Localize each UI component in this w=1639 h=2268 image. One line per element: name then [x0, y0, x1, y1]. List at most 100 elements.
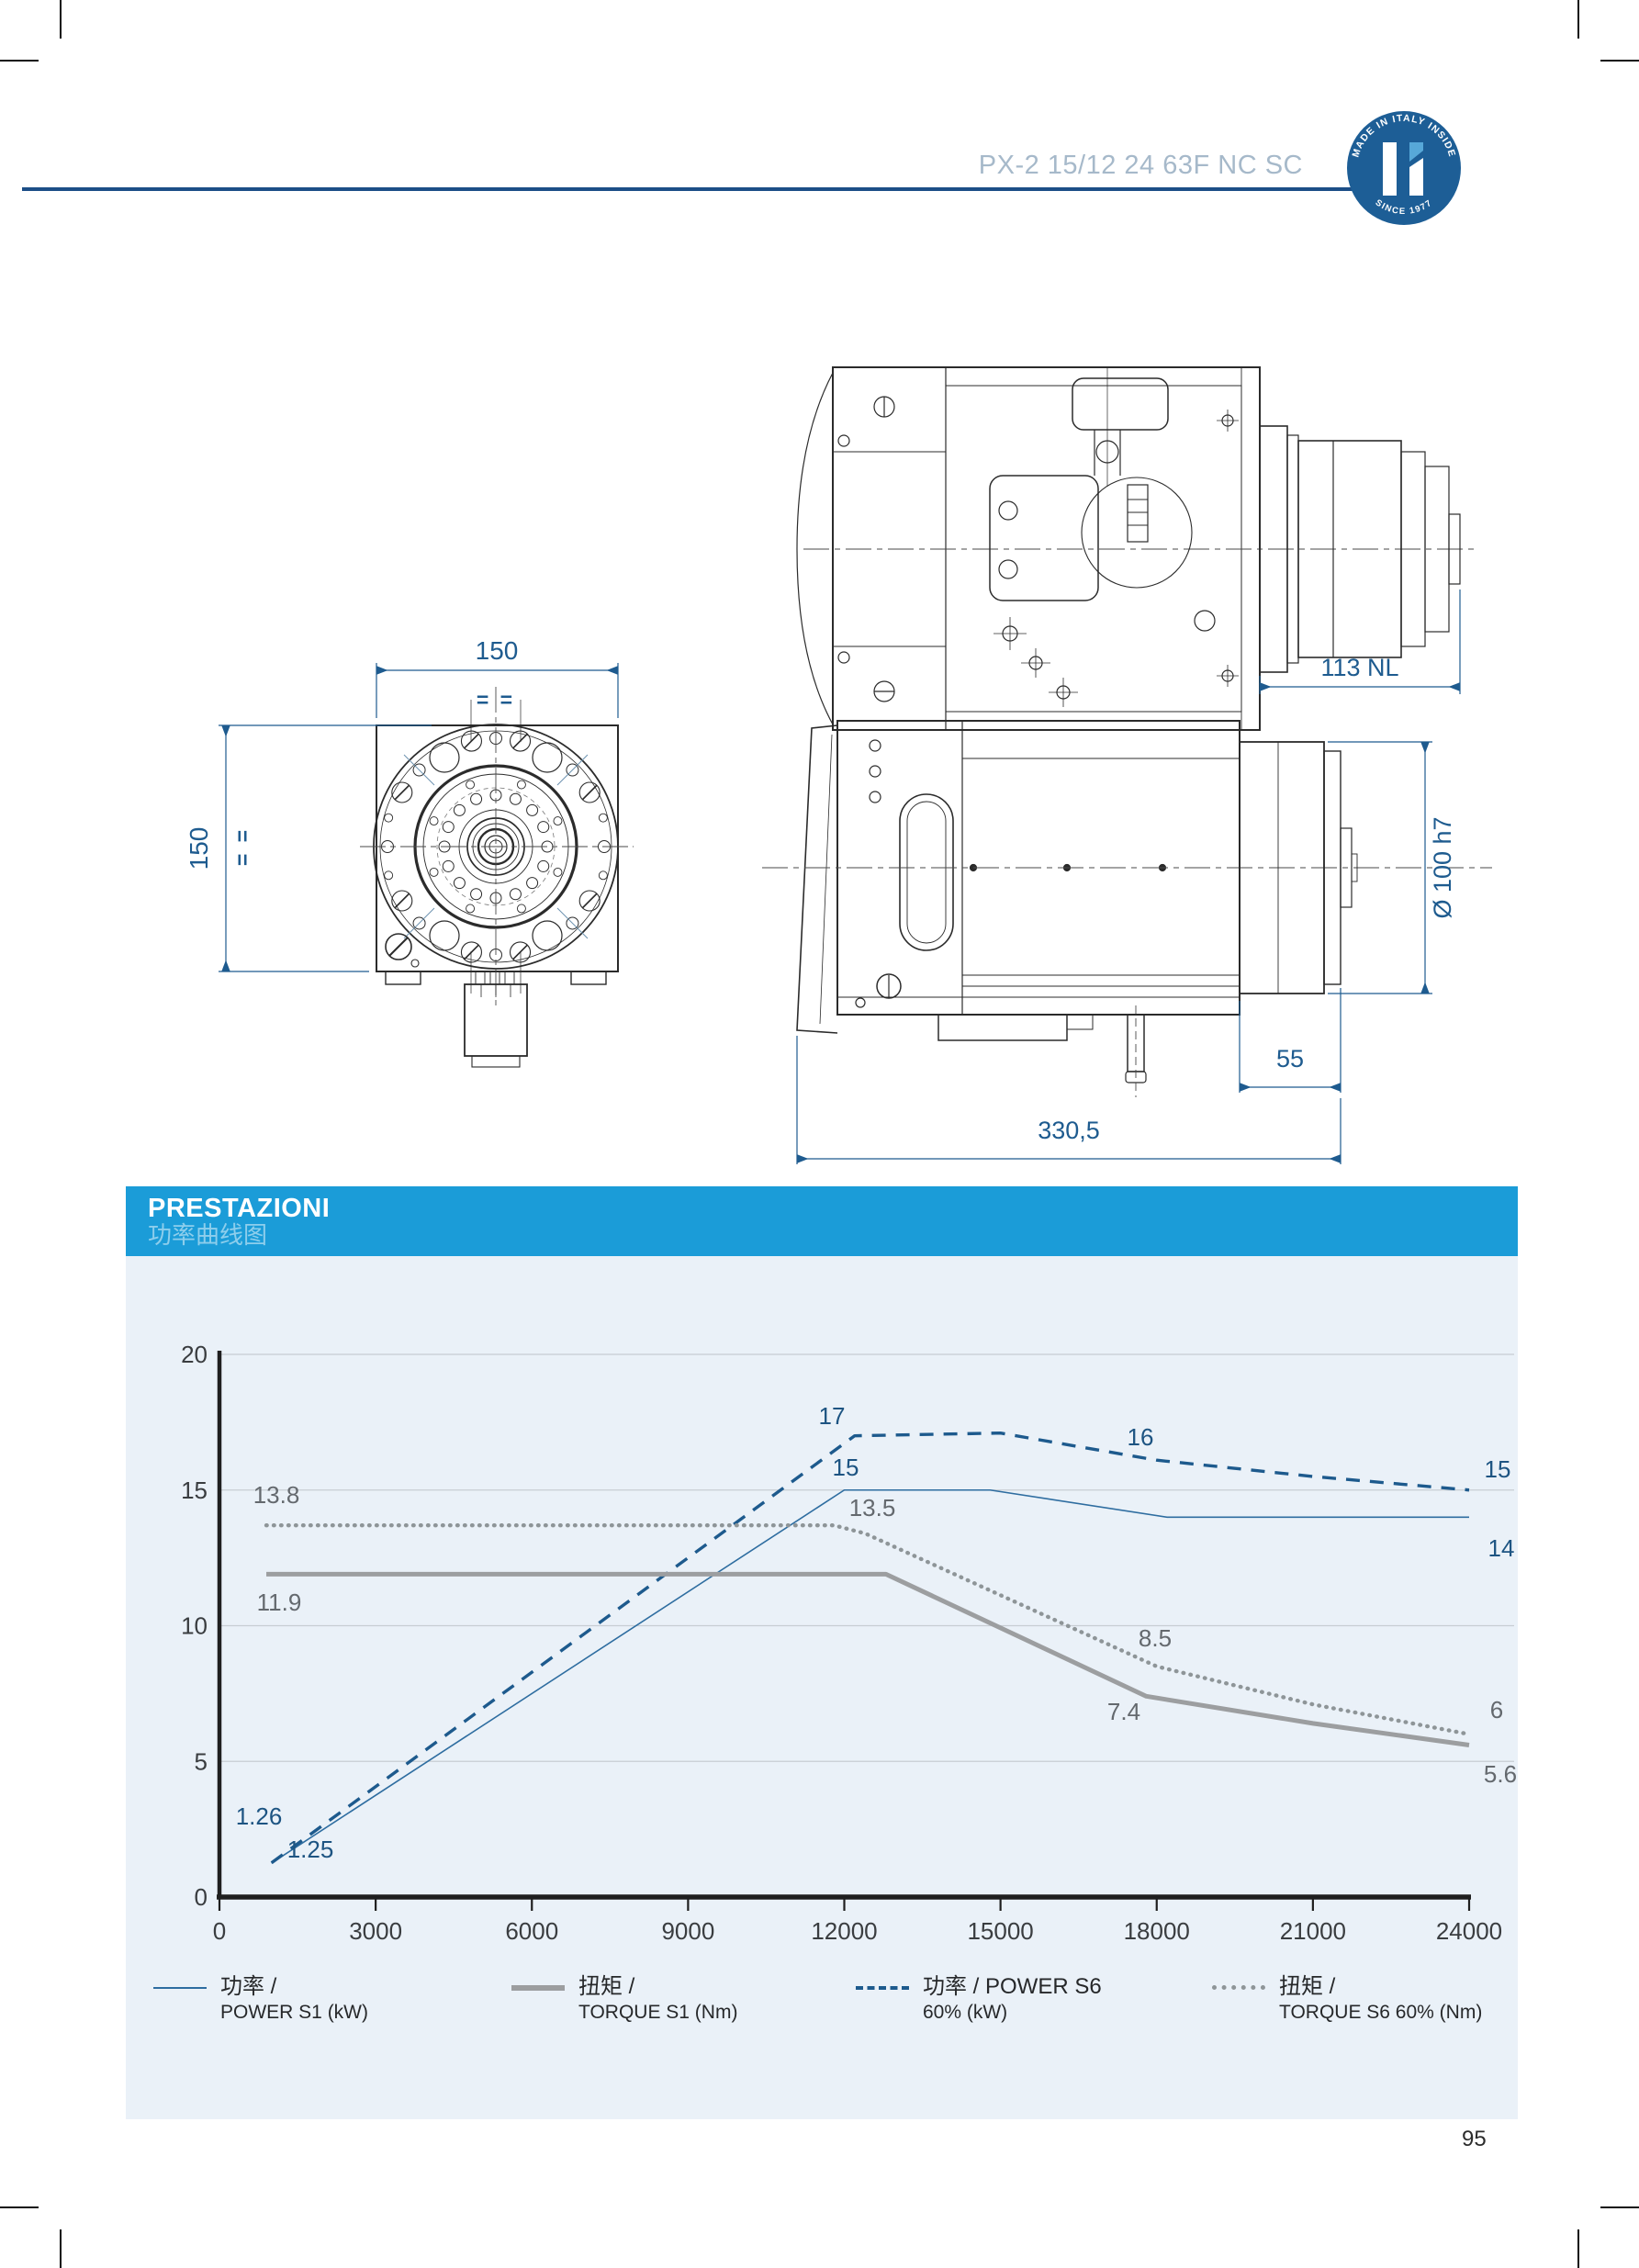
screw-slot [511, 944, 529, 960]
bolt-hole [489, 949, 502, 961]
bolt-hole [578, 781, 601, 803]
legend-swatch-power-s1 [153, 1987, 207, 1989]
crop-mark [1600, 60, 1639, 62]
bolt-hole [412, 763, 426, 777]
bolt-hole [470, 792, 483, 805]
legend-item-torque-s1: 扭矩 / TORQUE S1 (Nm) [511, 1974, 737, 2025]
bolt-hole [391, 890, 413, 912]
drawing-front-view [360, 687, 634, 1068]
bolt-hole [537, 859, 550, 872]
bolt-hole [384, 870, 394, 881]
bolt-hole [598, 870, 608, 881]
legend-swatch-torque-s6 [1212, 1985, 1265, 1990]
made-in-italy-badge-icon: MADE IN ITALY INSIDE SINCE 1977 [1347, 111, 1461, 225]
screw-slot [394, 893, 410, 909]
bolt-hole [412, 916, 426, 930]
performance-title: PRESTAZIONI [148, 1194, 331, 1223]
bolt-hole [466, 904, 476, 914]
legend-label-zh: 功率 / POWER S6 [923, 1974, 1102, 1999]
bolt-hole [516, 780, 526, 790]
crop-mark [60, 2229, 62, 2268]
header-divider [22, 187, 1353, 191]
bolt-hole [489, 732, 502, 745]
bolt-hole [442, 859, 455, 872]
performance-section: PRESTAZIONI 功率曲线图 功率 / POWER S1 (kW) 扭矩 … [126, 1186, 1518, 2119]
legend-label-en: TORQUE S1 (Nm) [578, 2001, 738, 2023]
bolt-hole [566, 916, 579, 930]
screw-slot [463, 944, 480, 960]
legend-swatch-torque-s1 [511, 1985, 565, 1991]
legend-item-power-s6: 功率 / POWER S6 60% (kW) [856, 1974, 1102, 2025]
bolt-hole [442, 821, 455, 834]
legend-label-en: TORQUE S6 60% (Nm) [1279, 2001, 1483, 2023]
dimension-side [796, 741, 1432, 1164]
bolt-hole [532, 920, 563, 951]
legend-swatch-power-s6 [856, 1986, 909, 1990]
screw-slot [581, 893, 598, 909]
drawing-side-view [762, 720, 1492, 1097]
legend-label-zh: 功率 / [220, 1974, 277, 1999]
bolt-hole [470, 888, 483, 901]
dim-equal-marks-v: = = [230, 827, 254, 866]
bolt-hole [598, 840, 611, 853]
dim-label-length-330: 330,5 [1038, 1117, 1100, 1144]
crop-mark [1577, 0, 1579, 39]
screw-slot [463, 733, 480, 749]
legend-label-en: POWER S1 (kW) [220, 2001, 368, 2023]
dimension-113nl [1259, 589, 1461, 694]
dimension-front-150-width [219, 663, 619, 972]
screw-slot [511, 733, 529, 749]
bolt-hole [460, 730, 483, 752]
bolt-hole [429, 816, 439, 826]
crop-mark [60, 0, 62, 39]
bolt-hole [566, 763, 579, 777]
bolt-hole [509, 941, 532, 963]
bolt-hole [489, 892, 502, 904]
chart-legend: 功率 / POWER S1 (kW) 扭矩 / TORQUE S1 (Nm) 功… [126, 1974, 1518, 2084]
bolt-hole [489, 789, 502, 802]
bolt-hole [429, 920, 460, 951]
bolt-hole [553, 816, 563, 826]
performance-header-bar: PRESTAZIONI 功率曲线图 [126, 1186, 1518, 1256]
bolt-hole [466, 780, 476, 790]
hsd-logo-icon [1383, 142, 1423, 196]
crop-mark [1577, 2229, 1579, 2268]
bolt-hole [453, 803, 466, 816]
bolt-hole [526, 877, 539, 890]
screw-slot [581, 784, 598, 801]
screw-slot [394, 784, 410, 801]
legend-label-zh: 扭矩 / [578, 1974, 635, 1999]
bolt-hole [578, 890, 601, 912]
bolt-hole [598, 813, 608, 823]
bolt-hole [509, 730, 532, 752]
dim-label-shaft-diameter: Ø 100 h7 [1429, 816, 1456, 918]
bolt-hole [391, 781, 413, 803]
bolt-hole [381, 840, 394, 853]
bolt-hole [537, 821, 550, 834]
performance-subtitle: 功率曲线图 [148, 1221, 268, 1250]
legend-label-zh: 扭矩 / [1279, 1974, 1336, 1999]
page-number: 95 [1462, 2127, 1487, 2151]
legend-label-en: 60% (kW) [923, 2001, 1008, 2023]
dim-label-front-height: 150 [185, 827, 213, 870]
crop-mark [0, 2206, 39, 2208]
bolt-hole [384, 813, 394, 823]
bolt-hole [429, 867, 439, 877]
crop-mark [1600, 2206, 1639, 2208]
bolt-hole [453, 877, 466, 890]
bolt-hole [509, 888, 522, 901]
legend-item-torque-s6: 扭矩 / TORQUE S6 60% (Nm) [1212, 1974, 1482, 2025]
legend-item-power-s1: 功率 / POWER S1 (kW) [153, 1974, 368, 2025]
page-title: PX-2 15/12 24 63F NC SC [978, 151, 1303, 180]
bolt-hole [526, 803, 539, 816]
dim-label-front-width: 150 [476, 636, 519, 665]
bolt-hole [438, 840, 451, 853]
crop-mark [0, 60, 39, 62]
bolt-hole [460, 941, 483, 963]
bolt-hole [541, 840, 554, 853]
dim-label-113nl: 113 NL [1320, 654, 1398, 681]
dim-label-nose-55: 55 [1276, 1045, 1304, 1072]
bolt-hole [509, 792, 522, 805]
dim-equal-marks-h: = = [477, 688, 515, 712]
